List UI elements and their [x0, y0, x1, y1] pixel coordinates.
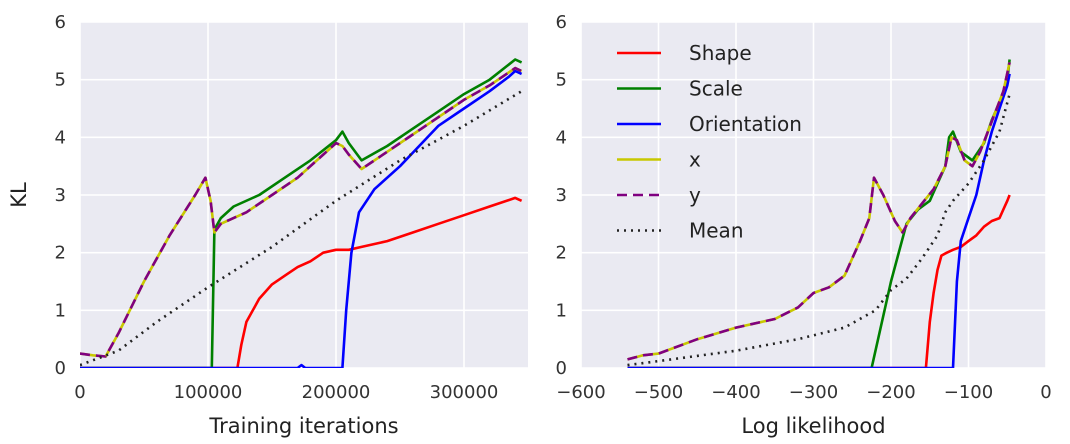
- y-tick-label: 0: [55, 358, 66, 379]
- y-tick-label: 6: [55, 12, 66, 33]
- y-axis-label: KL: [7, 182, 31, 208]
- y-tick-label: 1: [556, 300, 567, 321]
- y-tick-label: 4: [55, 127, 66, 148]
- x-tick-label: 300000: [430, 382, 499, 403]
- series-line-y: [80, 66, 523, 358]
- x-tick-label: −500: [634, 382, 683, 403]
- series-line-shape: [80, 196, 523, 368]
- series-line-mean: [627, 93, 1011, 367]
- x-tick-label: −100: [944, 382, 993, 403]
- series-line-y: [627, 62, 1011, 361]
- series-line-orientation: [80, 69, 523, 368]
- series-line-orientation: [627, 73, 1011, 368]
- y-tick-label: 1: [55, 300, 66, 321]
- x-tick-label: −400: [711, 382, 760, 403]
- legend-label: Orientation: [689, 112, 802, 136]
- y-tick-label: 4: [556, 127, 567, 148]
- x-tick-label: 100000: [174, 382, 243, 403]
- chart-panel-2: −600 −500 −400 −300 −200 −100 0 0 1 2 3 4 5 6 Log like…: [556, 12, 1052, 438]
- y-tick-label: 6: [556, 12, 567, 33]
- legend-label: x: [689, 148, 701, 172]
- y-tick-label: 0: [556, 358, 567, 379]
- y-tick-label: 3: [55, 185, 66, 206]
- legend-label: y: [689, 183, 701, 207]
- y-tick-label: 3: [556, 185, 567, 206]
- y-tick-label: 5: [556, 70, 567, 91]
- x-tick-label: 200000: [302, 382, 371, 403]
- x-axis-label: Training iterations: [208, 414, 398, 438]
- chart-panel-1: 0 100000 200000 300000 0 1 2 3 4 5 6 Training itera…: [7, 12, 528, 438]
- x-tick-label: 0: [1040, 382, 1051, 403]
- x-tick-label: 0: [74, 382, 85, 403]
- x-axis-label: Log likelihood: [741, 414, 885, 438]
- x-tick-label: −300: [789, 382, 838, 403]
- legend-label: Scale: [689, 77, 743, 101]
- series-line-mean: [80, 90, 523, 367]
- legend-label: Mean: [689, 219, 744, 243]
- legend-label: Shape: [689, 41, 752, 65]
- y-tick-label: 2: [556, 243, 567, 264]
- x-tick-label: −200: [866, 382, 915, 403]
- y-tick-label: 2: [55, 243, 66, 264]
- x-tick-label: −600: [556, 382, 605, 403]
- y-tick-label: 5: [55, 70, 66, 91]
- series-line-scale: [80, 58, 523, 368]
